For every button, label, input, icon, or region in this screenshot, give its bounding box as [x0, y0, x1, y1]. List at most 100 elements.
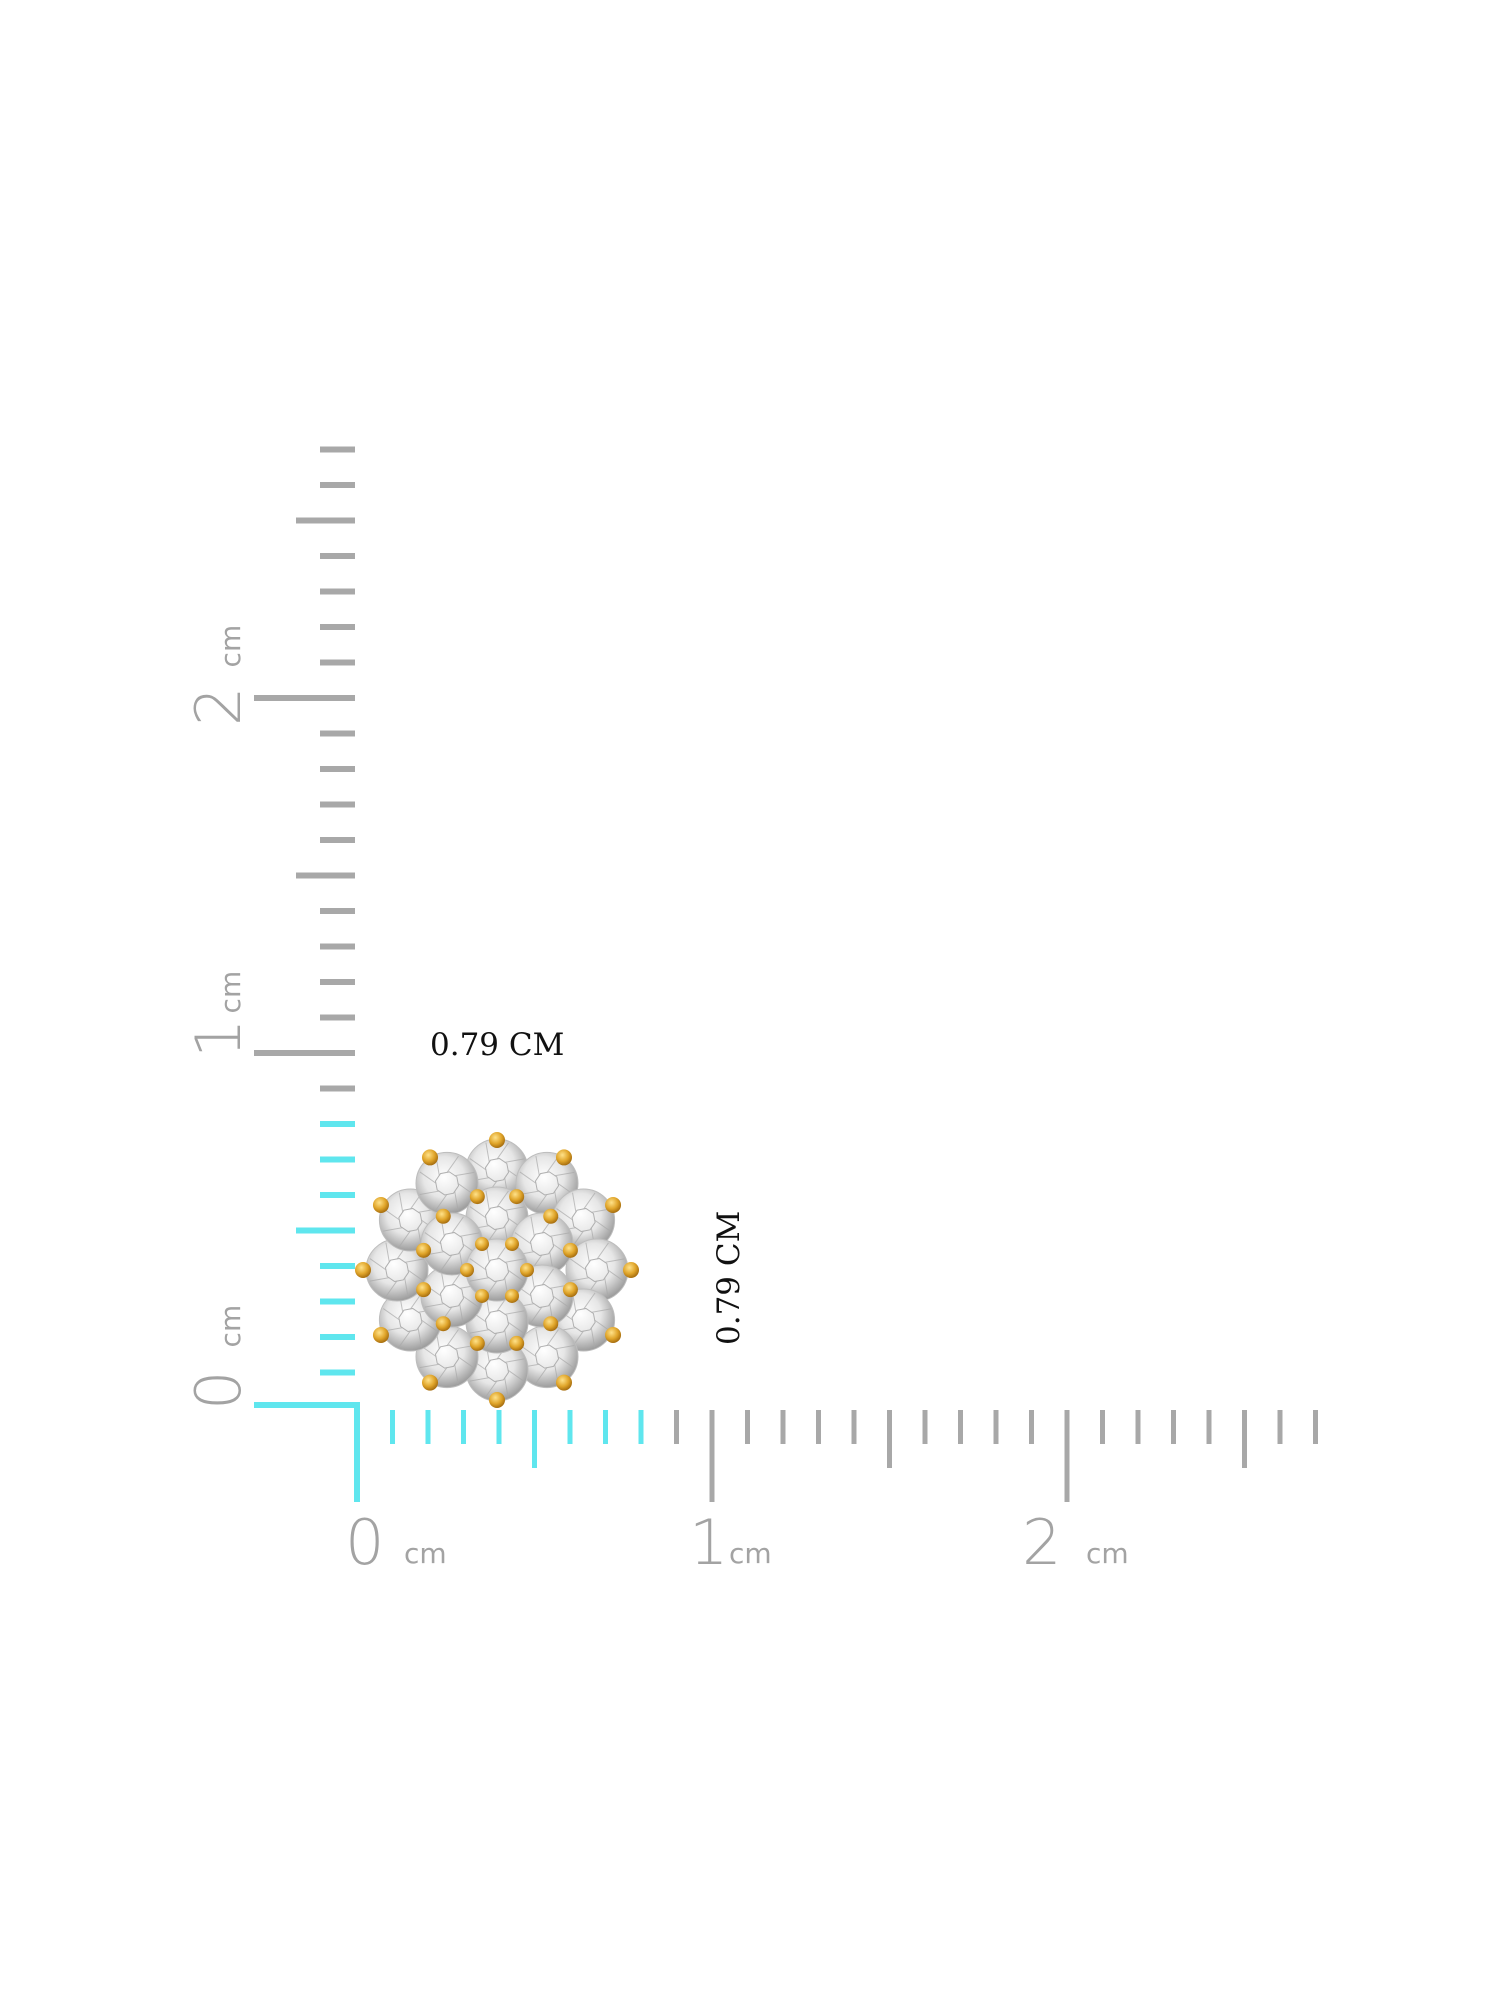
gold-prong	[562, 1282, 578, 1298]
diamond-facet	[507, 1369, 525, 1382]
diamond-facet	[419, 1190, 440, 1195]
v-label-0-unit: cm	[214, 1304, 247, 1348]
v-label-2: 2	[182, 686, 255, 726]
diamond-facet	[519, 1171, 537, 1184]
gold-prong	[435, 1316, 451, 1332]
diamond-facet	[469, 1329, 490, 1334]
v-label-2-group: 2 cm	[182, 625, 255, 726]
diamond-facet	[440, 1254, 453, 1272]
diamond-facet	[462, 1295, 480, 1308]
diamond-facet	[530, 1306, 543, 1324]
diamond-facet	[596, 1242, 609, 1260]
v-tick	[320, 1121, 355, 1127]
v-tick	[320, 979, 355, 985]
h-tick	[993, 1410, 999, 1444]
h-tick	[674, 1410, 679, 1444]
h-tick	[816, 1410, 821, 1444]
diamond-facet	[590, 1327, 596, 1348]
gold-prong	[469, 1189, 485, 1205]
h-tick	[1171, 1410, 1176, 1444]
v-tick	[320, 553, 355, 559]
gold-prong	[605, 1197, 622, 1213]
diamond-facet	[507, 1269, 525, 1282]
diamond-facet	[552, 1295, 570, 1308]
h-tick	[1242, 1410, 1247, 1468]
diamond-table	[584, 1257, 610, 1283]
diamond-facet	[485, 1142, 490, 1163]
diamond-table	[439, 1231, 465, 1257]
diamond-facet	[507, 1321, 525, 1334]
gold-prong	[475, 1288, 489, 1303]
gold-prong	[543, 1208, 559, 1224]
diamond-facet	[572, 1192, 577, 1213]
v-tick	[320, 943, 355, 950]
diamond-facet	[383, 1227, 403, 1232]
diamond-facet	[569, 1277, 590, 1282]
diamond-facet	[504, 1310, 525, 1315]
h-tick	[1313, 1410, 1318, 1444]
diamond-facet	[419, 1171, 437, 1184]
gold-prong	[489, 1132, 505, 1148]
diamond-facet	[454, 1171, 475, 1177]
diamond-facet	[485, 1380, 498, 1398]
diamond-facet	[556, 1208, 574, 1221]
diamond-facet	[504, 1206, 525, 1211]
diamond-facet	[469, 1377, 490, 1382]
diamond-facet	[385, 1242, 390, 1263]
diamond-facet	[404, 1258, 425, 1263]
gold-prong	[543, 1316, 559, 1332]
gold-prong	[520, 1263, 534, 1277]
diamond-facet	[591, 1308, 611, 1313]
gold-prong	[623, 1262, 639, 1278]
diamond-facet	[420, 1319, 438, 1332]
diamond-table	[484, 1157, 510, 1183]
diamond-facet	[398, 1230, 411, 1248]
v-label-0: 0	[182, 1370, 255, 1410]
diamond-table	[484, 1205, 510, 1231]
h-tick	[887, 1410, 892, 1468]
diamond-facet	[385, 1280, 398, 1298]
h-label-1-unit: cm	[729, 1537, 772, 1570]
diamond-facet	[535, 1156, 540, 1176]
v-tick	[320, 1192, 355, 1198]
v-tick	[320, 1014, 355, 1021]
v-tick	[320, 1156, 355, 1163]
v-tick	[296, 517, 355, 524]
diamond-body	[465, 1238, 529, 1302]
diamond-table	[534, 1344, 560, 1369]
diamond-facet	[398, 1192, 404, 1213]
gold-prong	[372, 1327, 389, 1343]
gold-prong	[372, 1197, 389, 1213]
diamond-facet	[424, 1303, 445, 1308]
diamond-facet	[514, 1232, 532, 1245]
v-label-1-unit: cm	[214, 970, 247, 1014]
diamond-facet	[530, 1216, 535, 1237]
gold-prong	[509, 1335, 525, 1351]
diamond-facet	[594, 1219, 612, 1232]
v-tick	[320, 1334, 355, 1340]
gold-prong	[509, 1189, 525, 1205]
diamond-facet	[557, 1356, 575, 1369]
h-tick	[709, 1410, 715, 1502]
diamond-stone	[415, 1151, 479, 1215]
h-label-2: 2	[1022, 1506, 1062, 1579]
gold-prong	[416, 1242, 432, 1258]
h-label-0-unit: cm	[404, 1537, 447, 1570]
v-tick	[320, 659, 355, 666]
diamond-stone	[465, 1238, 529, 1302]
gold-prong	[505, 1237, 519, 1252]
diamond-table	[398, 1307, 423, 1333]
diamond-facet	[583, 1292, 596, 1310]
v-tick	[320, 837, 355, 843]
h-tick	[1277, 1410, 1283, 1444]
diamond-facet	[541, 1268, 554, 1286]
diamond-facet	[469, 1277, 490, 1282]
diamond-table	[571, 1207, 596, 1233]
diamond-facet	[607, 1269, 625, 1282]
diamond-table	[571, 1307, 596, 1333]
h-tick	[567, 1410, 573, 1444]
v-label-1: 1	[182, 1018, 255, 1058]
h-tick	[532, 1410, 537, 1468]
